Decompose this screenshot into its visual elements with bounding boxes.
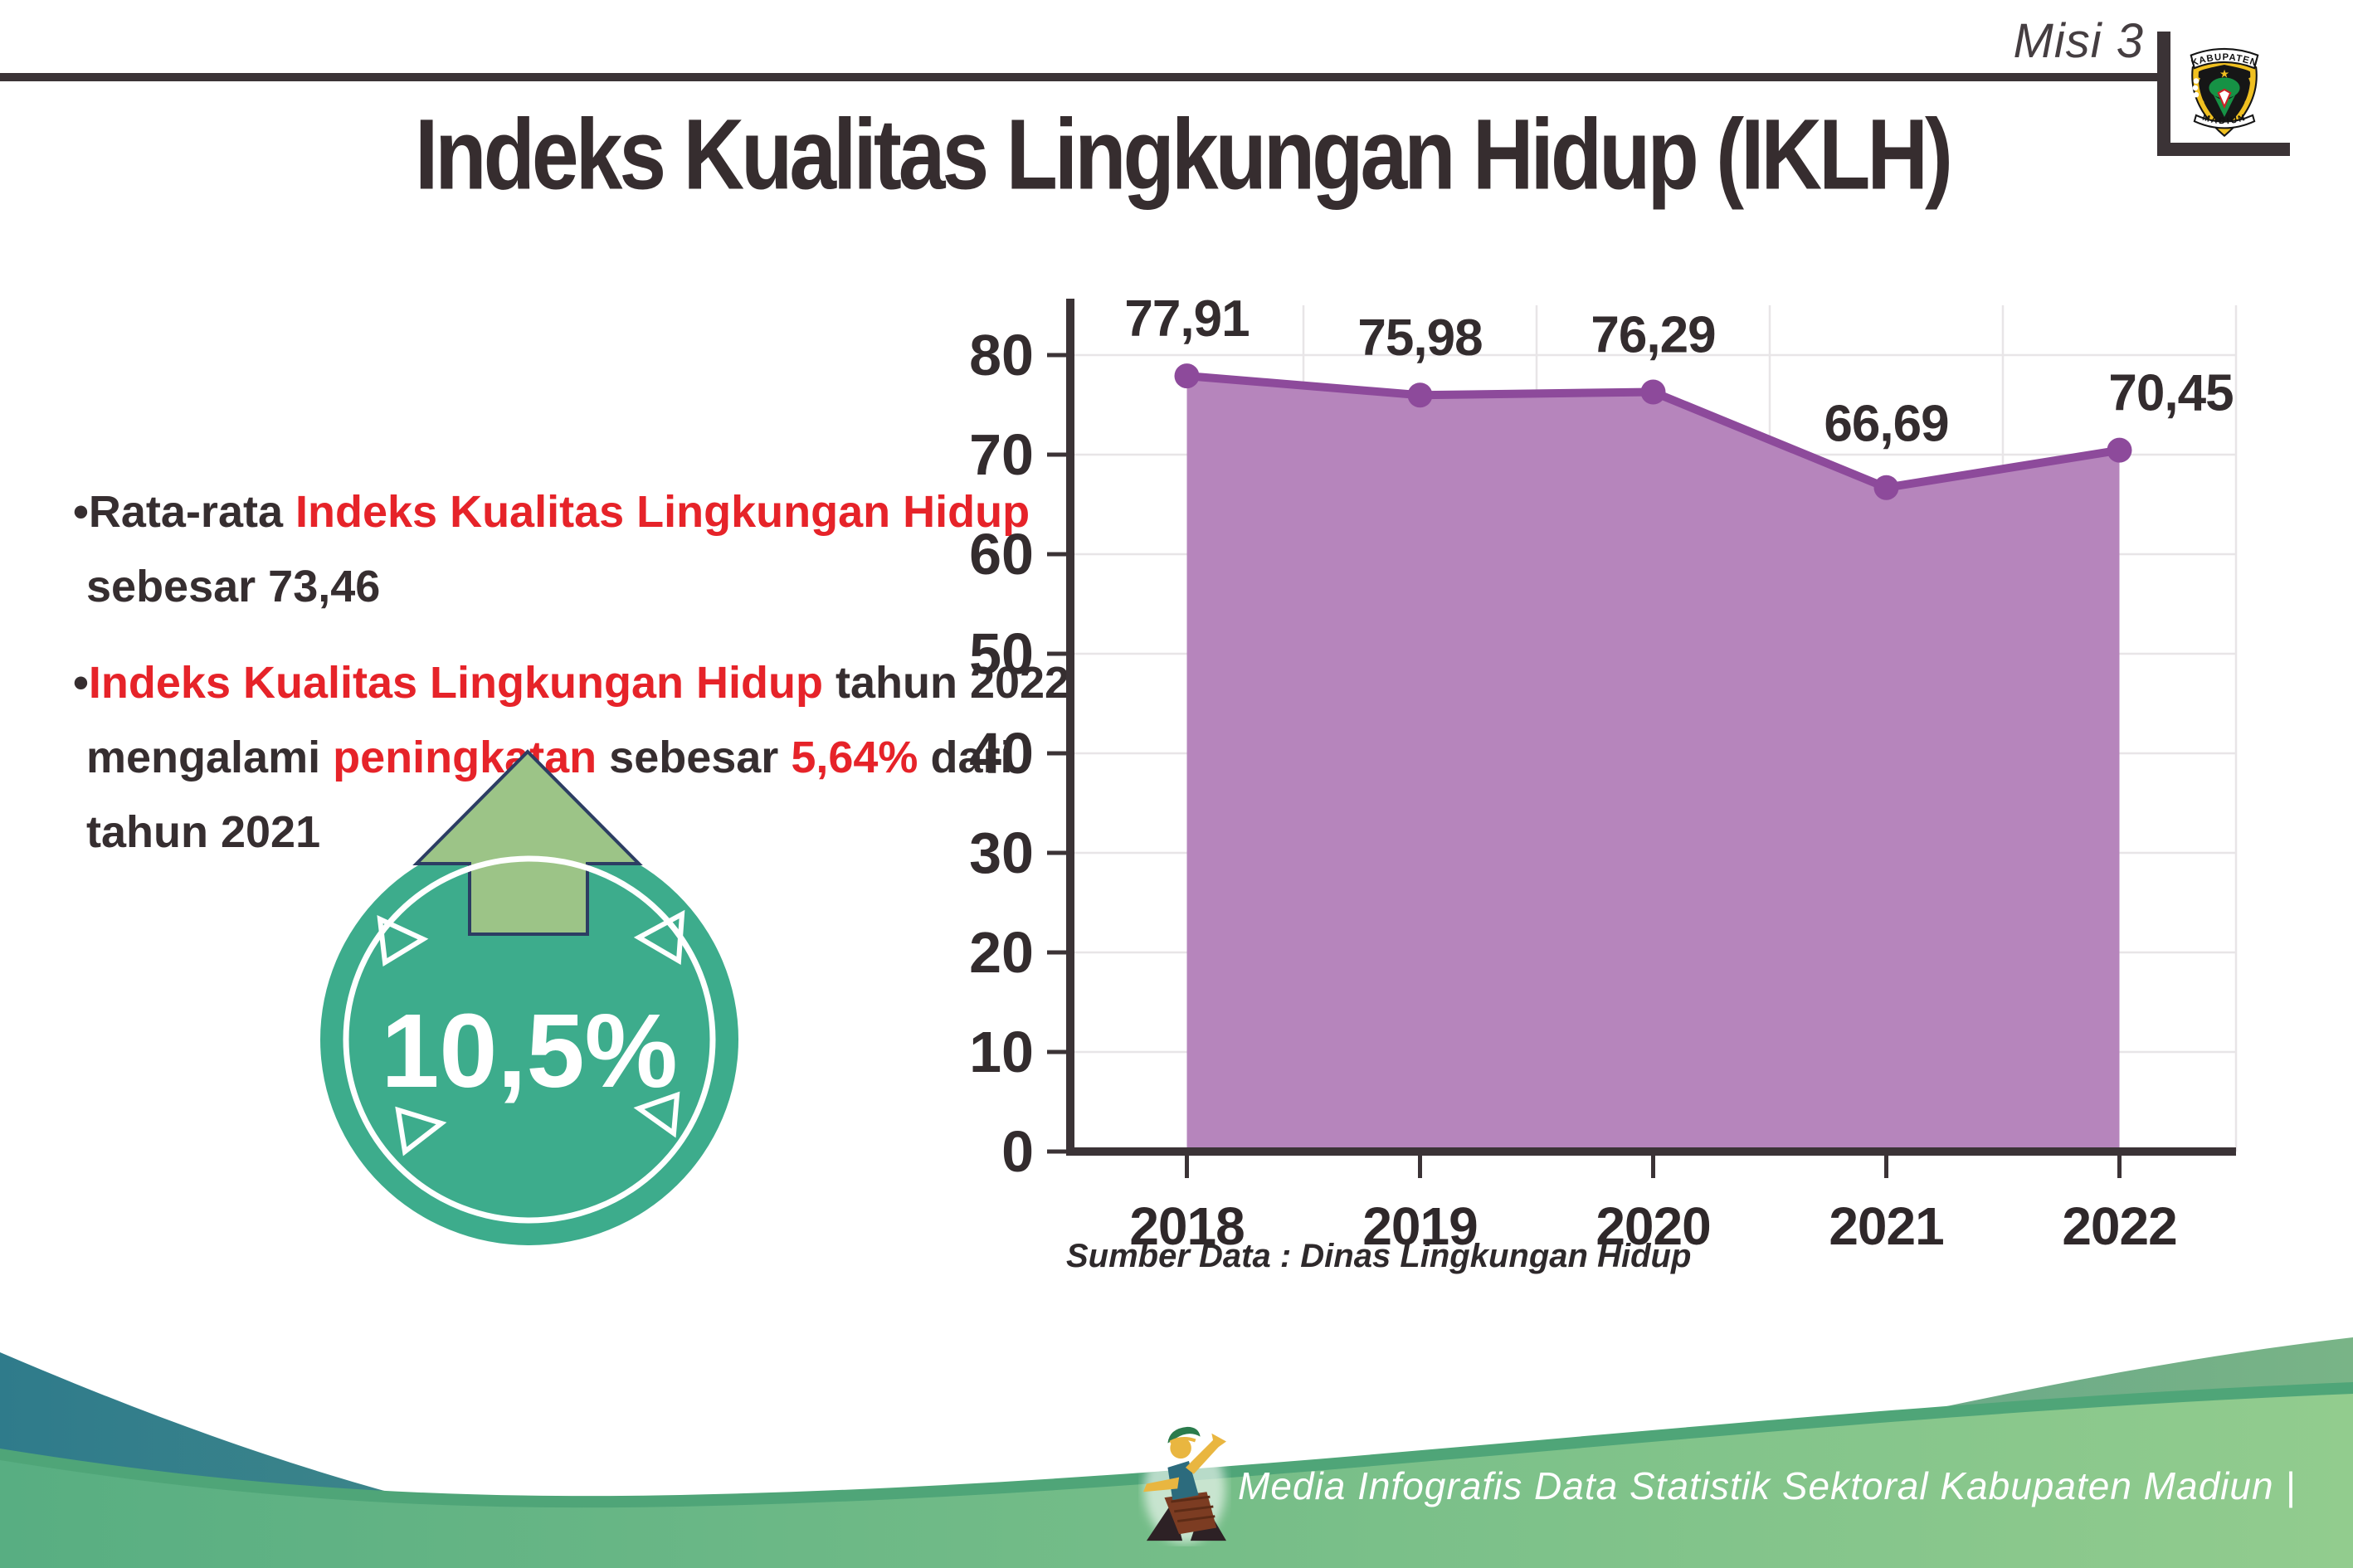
bullet-average: •Rata-rata Indeks Kualitas Lingkungan Hi… <box>73 475 1030 624</box>
y-axis-label: 60 <box>969 522 1034 587</box>
badge-triangle-icon <box>395 1106 447 1157</box>
mascot-icon <box>1142 1426 1227 1544</box>
bullet1-highlight: Indeks Kualitas Lingkungan Hidup <box>295 487 1030 537</box>
bullet2-text2: mengalami <box>86 733 334 782</box>
data-point <box>1407 382 1433 408</box>
logo-frame-horizontal <box>2157 143 2290 156</box>
bullet1-value: sebesar 73,46 <box>86 562 381 611</box>
x-axis-label: 2021 <box>1829 1196 1943 1256</box>
increase-badge: 10,5% <box>320 749 738 1245</box>
iklh-area-chart: 0 10 20 30 40 50 60 70 80 2018 2019 2020 2021 2022 77,… <box>969 290 2238 1256</box>
data-label: 70,45 <box>2108 365 2233 422</box>
footer-credit: Media Infografis Data Statistik Sektoral… <box>1238 1464 2297 1507</box>
badge-triangle-icon <box>377 915 429 967</box>
badge-triangle-icon <box>633 1091 680 1138</box>
data-label: 66,69 <box>1824 396 1948 453</box>
bullet2-highlight: Indeks Kualitas Lingkungan Hidup <box>88 658 823 708</box>
logo-center-shield <box>2217 88 2232 110</box>
bullet2-text4: dari <box>918 733 1013 782</box>
data-label: 76,29 <box>1591 307 1715 364</box>
bullet2-text: tahun 2022 <box>822 658 1070 708</box>
wave-green <box>0 1394 2353 1568</box>
bullet2-year: tahun 2021 <box>86 807 321 857</box>
logo-frame-vertical <box>2157 32 2170 156</box>
badge-ring <box>343 855 716 1224</box>
page-title: Indeks Kualitas Lingkungan Hidup (IKLH) <box>414 99 1953 211</box>
y-axis-label: 0 <box>1001 1119 1034 1184</box>
up-arrow-icon <box>412 749 643 936</box>
y-axis-label: 80 <box>969 323 1034 387</box>
logo-dot <box>2192 85 2199 91</box>
data-source: Sumber Data : Dinas Lingkungan Hidup <box>1066 1238 1692 1274</box>
summary-bullets: •Rata-rata Indeks Kualitas Lingkungan Hi… <box>73 475 1069 869</box>
data-point <box>1640 379 1666 405</box>
bullet2-highlight2: peningkatan <box>333 733 597 782</box>
kabupaten-madiun-logo-icon: KABUPATEN ★ MADIUN <box>2190 47 2259 138</box>
area-fill <box>1186 376 2120 1152</box>
badge-triangle-icon <box>633 909 685 966</box>
x-axis-label: 2019 <box>1362 1196 1477 1256</box>
logo-tree-icon <box>2209 77 2240 99</box>
bullet1-text: •Rata-rata <box>73 487 295 537</box>
bullet2-marker: • <box>73 658 89 708</box>
bullet2-percent: 5,64% <box>791 733 918 782</box>
data-label: 77,91 <box>1124 290 1249 348</box>
data-label: 75,98 <box>1357 309 1482 367</box>
data-point <box>1873 475 1899 500</box>
svg-text:MADIUN: MADIUN <box>2201 113 2248 127</box>
y-axis-label: 10 <box>969 1020 1034 1084</box>
header-rule <box>0 73 2159 81</box>
y-axis-label: 50 <box>969 621 1034 686</box>
y-axis-label: 40 <box>969 721 1034 786</box>
y-axis-label: 20 <box>969 920 1034 985</box>
x-axis-label: 2022 <box>2062 1196 2176 1256</box>
logo-dot <box>2193 91 2200 98</box>
logo-star-icon: ★ <box>2219 67 2229 80</box>
bullet-increase: •Indeks Kualitas Lingkungan Hidup tahun … <box>73 645 1069 869</box>
badge-value: 10,5% <box>381 992 677 1109</box>
mission-label: Misi 3 <box>2013 14 2144 68</box>
y-axis-label: 30 <box>969 821 1034 885</box>
x-axis-label: 2020 <box>1595 1196 1710 1256</box>
x-axis-label: 2018 <box>1129 1196 1244 1256</box>
logo-wing-right <box>2244 76 2254 105</box>
bullet2-text3: sebesar <box>597 733 792 782</box>
data-point <box>2107 437 2132 463</box>
y-axis-label: 70 <box>969 422 1034 487</box>
logo-text-bottom: MADIUN <box>2201 113 2246 127</box>
logo-dot <box>2193 78 2200 84</box>
data-point <box>1174 363 1200 389</box>
badge-circle <box>320 834 738 1245</box>
